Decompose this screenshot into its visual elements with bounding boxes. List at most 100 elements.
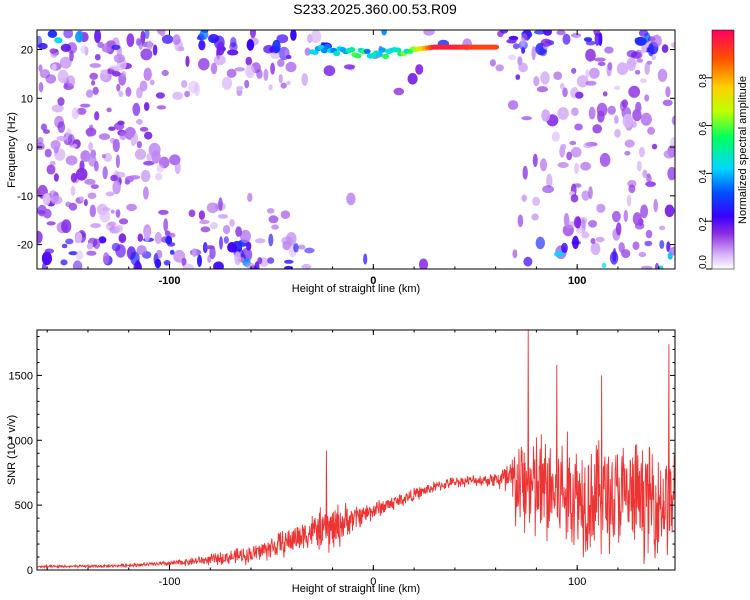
spectrogram-ylabel: Frequency (Hz): [6, 112, 18, 188]
spectral-blob: [280, 210, 291, 219]
spectral-blob: [41, 251, 53, 266]
y-tick-label: 10: [21, 93, 33, 105]
spectral-blob: [626, 50, 638, 58]
spectral-blob: [144, 30, 150, 40]
spectral-blob: [156, 249, 163, 259]
spectral-blob: [102, 166, 108, 180]
ridge-point: [320, 48, 328, 54]
spectral-blob: [202, 242, 208, 254]
spectral-blob: [136, 245, 147, 256]
spectral-blob: [192, 248, 197, 258]
ridge-point: [333, 50, 341, 57]
spectral-blob: [92, 86, 99, 95]
spectral-blob: [144, 131, 153, 140]
spectral-blob: [651, 34, 662, 48]
spectral-blob: [70, 185, 76, 197]
spectral-blob: [489, 59, 496, 67]
spectral-blob: [644, 94, 650, 102]
spectral-blob: [89, 63, 102, 68]
spectral-blob: [117, 120, 125, 126]
spectral-blob: [245, 64, 255, 79]
spectral-blob: [143, 186, 149, 200]
spectral-blob: [213, 261, 224, 269]
spectral-blob: [533, 76, 540, 87]
spectral-blob: [101, 207, 111, 212]
spectral-blob: [118, 90, 124, 98]
spectral-blob: [163, 260, 171, 266]
spectral-blob: [143, 102, 150, 111]
spectral-blob: [68, 251, 78, 256]
spectral-blob: [222, 224, 231, 235]
spectral-blob: [531, 46, 536, 61]
snr-xlabel: Height of straight line (km): [292, 583, 420, 595]
spectral-blob: [575, 91, 584, 99]
spectral-blob: [517, 214, 524, 228]
spectral-blob: [566, 151, 573, 161]
spectral-blob: [541, 109, 551, 122]
spectral-blob: [621, 99, 628, 108]
spectral-blob: [247, 192, 253, 202]
spectral-blob: [583, 142, 593, 149]
spectral-blob: [139, 80, 148, 92]
spectral-blob: [554, 251, 565, 258]
spectral-blob: [240, 229, 251, 244]
spectral-blob: [644, 62, 650, 75]
spectral-blob: [38, 210, 46, 215]
spectral-blob: [628, 184, 636, 194]
spectral-blob: [612, 210, 621, 223]
spectral-blob: [581, 190, 590, 201]
spectral-blob: [149, 79, 155, 86]
spectral-blob: [198, 57, 210, 71]
spectral-blob: [146, 153, 152, 162]
spectral-blob: [298, 244, 306, 250]
spectral-blob: [614, 115, 619, 124]
spectral-blob: [90, 223, 101, 229]
spectral-blob: [37, 230, 43, 244]
spectral-blob: [106, 107, 112, 113]
ridge-point: [311, 49, 319, 55]
spectral-blob: [624, 150, 631, 156]
spectral-blob: [172, 91, 184, 100]
spectral-blob: [662, 99, 673, 107]
spectral-blob: [108, 126, 116, 131]
spectral-blob: [159, 30, 166, 37]
spectral-blob: [599, 152, 611, 167]
spectral-blob: [513, 43, 520, 50]
spectral-blob: [37, 42, 48, 50]
spectral-blob: [304, 47, 311, 56]
spectral-blob: [124, 126, 136, 140]
spectral-blob: [116, 83, 121, 92]
spectral-blob: [518, 62, 528, 73]
spectral-blob: [393, 87, 405, 96]
spectral-blob: [46, 164, 56, 175]
spectral-blob: [659, 225, 666, 231]
spectral-blob: [38, 64, 43, 72]
spectral-blob: [132, 102, 141, 116]
spectral-blob: [581, 231, 590, 239]
spectral-blob: [44, 148, 52, 158]
spectral-blob: [659, 240, 665, 249]
spectral-blob: [86, 250, 97, 256]
spectral-blob: [512, 249, 518, 259]
spectral-blob: [644, 240, 653, 247]
spectral-blob: [626, 194, 632, 207]
spectral-blob: [569, 140, 577, 146]
spectral-blob: [563, 213, 570, 226]
ridge-point: [492, 44, 500, 50]
spectral-blob: [199, 30, 209, 40]
spectral-blob: [284, 265, 293, 269]
y-tick-label: -20: [17, 240, 33, 252]
spectral-blob: [665, 86, 671, 98]
ridge-point: [354, 53, 362, 59]
spectral-blob: [124, 179, 131, 185]
spectral-blob: [100, 72, 109, 81]
spectral-blob: [75, 232, 83, 243]
spectral-blob: [198, 40, 206, 51]
spectral-blob: [86, 242, 93, 250]
spectral-blob: [601, 262, 607, 269]
spectral-blob: [136, 141, 142, 149]
colorbar: 0.0 0.2 0.4 0.6 0.8 Normalized spectral ampl…: [698, 29, 749, 270]
spectral-blob: [556, 30, 566, 36]
spectrogram-xlabel: Height of straight line (km): [292, 283, 420, 295]
spectral-blob: [290, 30, 297, 41]
